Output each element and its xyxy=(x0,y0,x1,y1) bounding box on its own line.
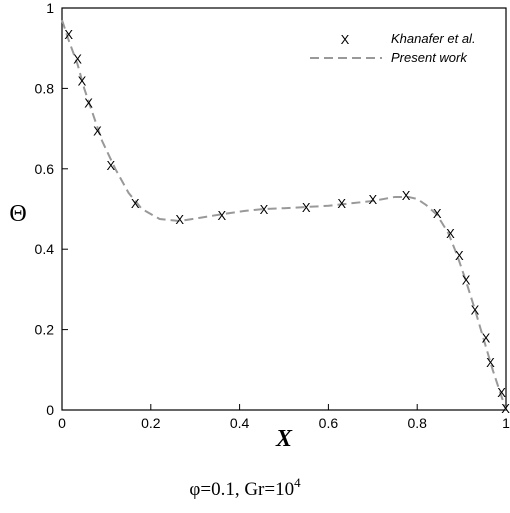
data-point-khanafer: X xyxy=(64,27,73,42)
legend: X Khanafer et al. Present work xyxy=(310,31,476,65)
data-point-khanafer: X xyxy=(73,51,82,66)
data-point-khanafer: X xyxy=(84,95,93,110)
data-point-khanafer: X xyxy=(482,331,491,346)
data-point-khanafer: X xyxy=(218,208,227,223)
x-tick-label: 0.8 xyxy=(407,415,427,431)
axis-ticks: 0 0.2 0.4 0.6 0.8 1 0 0.2 0.4 0.6 0.8 1 xyxy=(35,0,510,431)
series-line-present-work xyxy=(61,19,507,411)
data-point-khanafer: X xyxy=(93,124,102,139)
data-point-khanafer: X xyxy=(131,196,140,211)
data-point-khanafer: X xyxy=(302,200,311,215)
caption-exponent: 4 xyxy=(294,475,301,490)
x-tick-label: 1 xyxy=(502,415,510,431)
y-tick-label: 0.2 xyxy=(35,322,55,338)
data-point-khanafer: X xyxy=(175,212,184,227)
y-tick-label: 0.6 xyxy=(35,161,55,177)
legend-marker-khanafer: X xyxy=(341,32,350,47)
data-point-khanafer: X xyxy=(78,73,87,88)
data-point-khanafer: X xyxy=(260,202,269,217)
y-tick-label: 0.4 xyxy=(35,241,55,257)
x-axis-title: X xyxy=(275,426,293,452)
data-point-khanafer: X xyxy=(402,188,411,203)
data-point-khanafer: X xyxy=(337,196,346,211)
y-tick-label: 1 xyxy=(46,0,54,16)
x-tick-label: 0 xyxy=(58,415,66,431)
legend-label-khanafer: Khanafer et al. xyxy=(391,31,476,46)
data-point-khanafer: X xyxy=(497,385,506,400)
caption: φ=0.1, Gr=104 xyxy=(189,475,301,500)
x-tick-label: 0.2 xyxy=(141,415,161,431)
data-point-khanafer: X xyxy=(471,303,480,318)
legend-label-present-work: Present work xyxy=(391,50,468,65)
data-point-khanafer: X xyxy=(486,355,495,370)
caption-text: φ=0.1, Gr=10 xyxy=(189,479,294,500)
data-point-khanafer: X xyxy=(446,226,455,241)
data-point-khanafer: X xyxy=(455,248,464,263)
data-point-khanafer: X xyxy=(433,206,442,221)
y-tick-label: 0 xyxy=(46,402,54,418)
x-tick-label: 0.4 xyxy=(230,415,250,431)
data-point-khanafer: X xyxy=(368,192,377,207)
y-tick-label: 0.8 xyxy=(35,80,55,96)
data-point-khanafer: X xyxy=(107,158,116,173)
data-point-khanafer: X xyxy=(501,401,510,416)
data-point-khanafer: X xyxy=(462,272,471,287)
y-axis-title: Θ xyxy=(9,201,26,227)
x-tick-label: 0.6 xyxy=(319,415,339,431)
